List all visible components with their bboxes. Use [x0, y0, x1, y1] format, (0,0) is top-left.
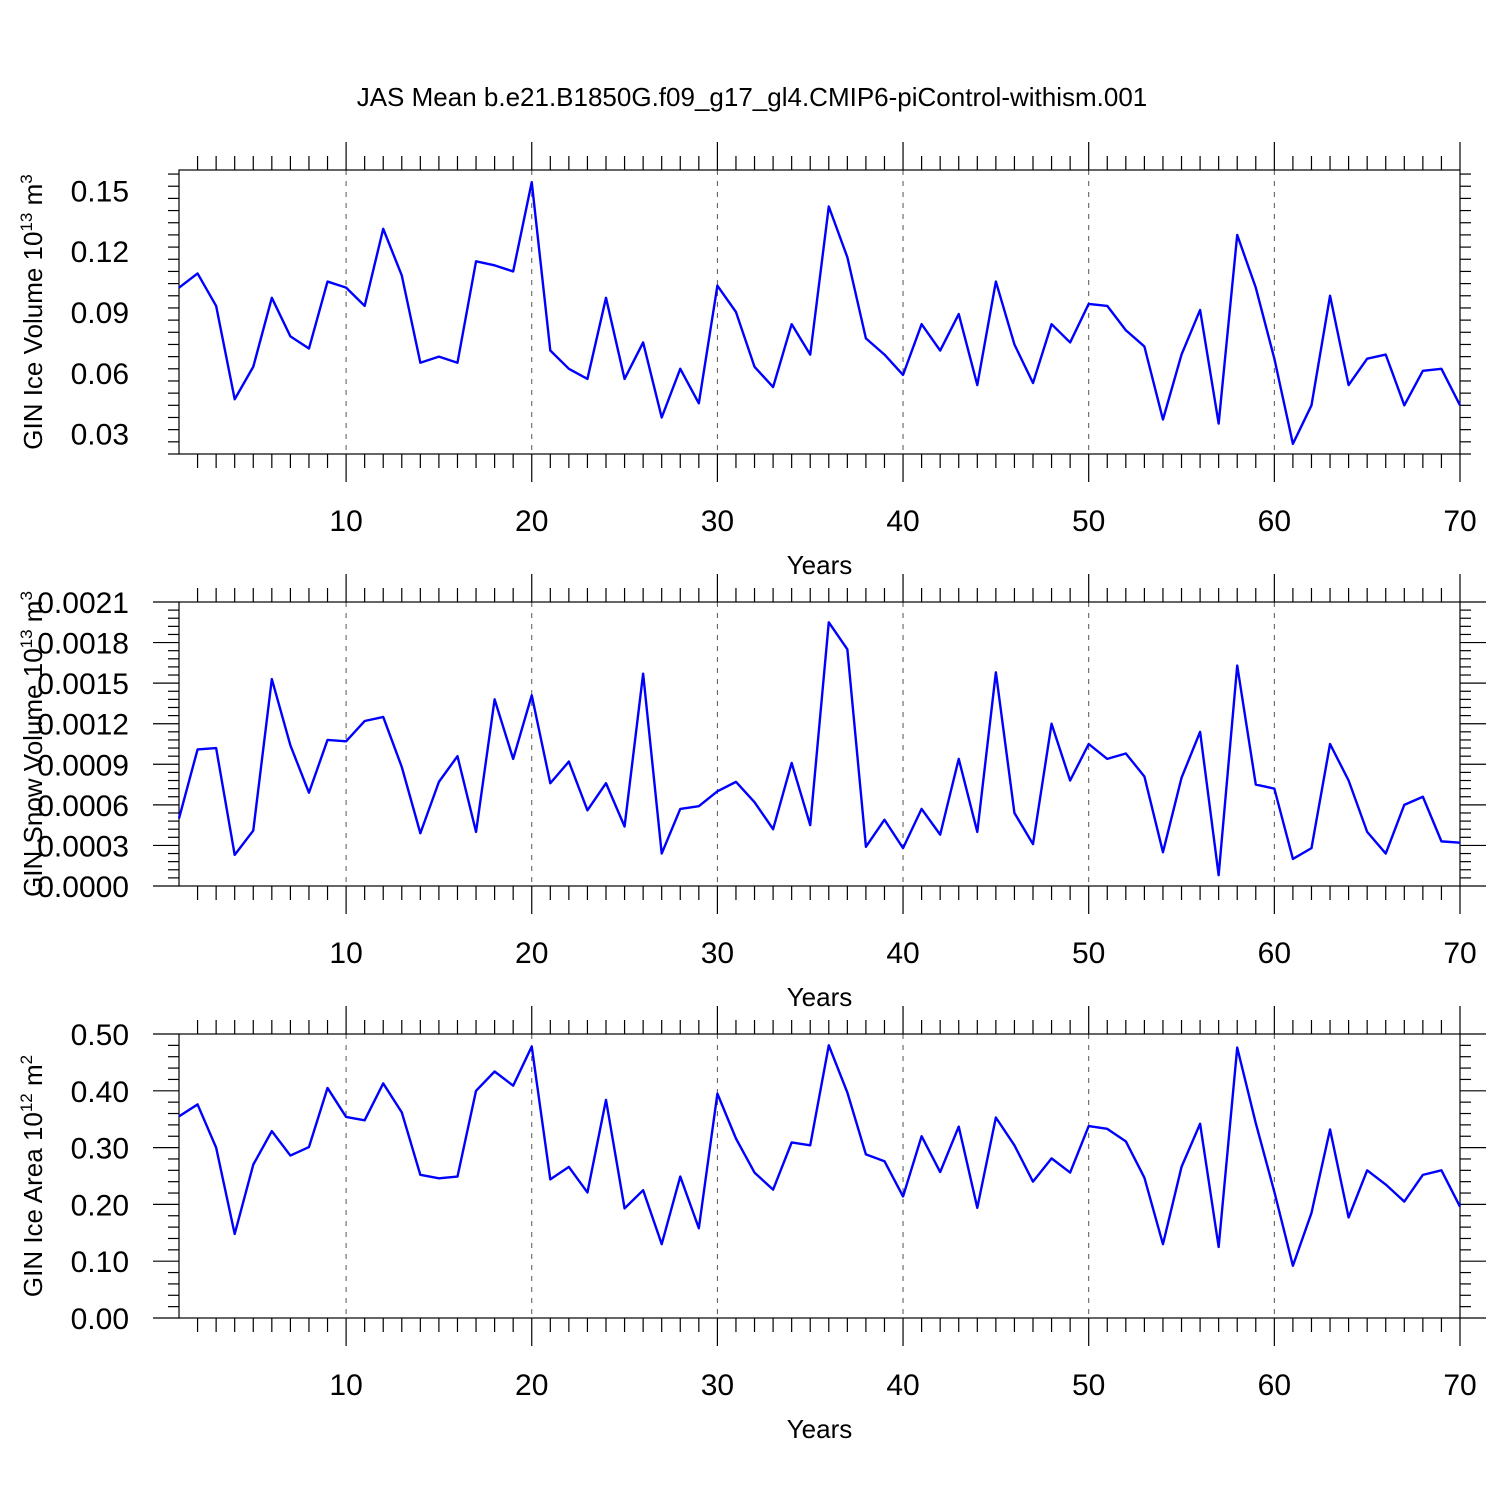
- y-axis-label-sup: 13: [17, 213, 36, 232]
- x-tick-label: 70: [1443, 937, 1476, 970]
- plot-border: [178, 169, 1461, 455]
- x-tick-label: 40: [886, 1369, 919, 1402]
- y-axis-label-part: m: [18, 184, 48, 213]
- y-axis-label-sup: 2: [17, 1055, 36, 1064]
- y-axis-label: GIN Ice Area 1012 m2: [17, 1055, 48, 1297]
- y-tick-label: 0.30: [71, 1133, 129, 1166]
- x-tick-label: 60: [1258, 937, 1291, 970]
- y-tick-label: 0.10: [71, 1246, 129, 1279]
- y-axis-label: GIN Ice Volume 1013 m3: [17, 174, 48, 450]
- y-tick-label: 0.0018: [37, 628, 129, 661]
- y-tick-label: 0.0009: [37, 749, 129, 782]
- y-tick-label: 0.40: [71, 1076, 129, 1109]
- y-axis-label-part: GIN Snow Volume 10: [18, 648, 48, 897]
- series-line: [178, 180, 1462, 446]
- y-axis-label-part: m: [18, 601, 48, 630]
- y-axis-label: GIN Snow Volume 1013 m3: [17, 591, 48, 897]
- y-tick-label: 0.0006: [37, 790, 129, 823]
- y-tick-label: 0.03: [71, 419, 129, 452]
- y-axis-label-part: GIN Ice Volume 10: [18, 232, 48, 450]
- chart-panel-1: 10 20 30 40 50 60 70 0.03 0.06 0.09 0.12 0.15 Years G…: [17, 142, 1477, 580]
- y-axis-label-part: m: [18, 1064, 48, 1093]
- x-tick-label: 40: [886, 505, 919, 538]
- y-tick-label: 0.0021: [37, 587, 129, 620]
- y-tick-label: 0.00: [71, 1303, 129, 1336]
- series-line: [178, 1044, 1462, 1267]
- chart-panel-3: 10 20 30 40 50 60 70 0.00 0.10 0.20 0.30 0.40 0.50 Ye…: [17, 1006, 1486, 1444]
- y-tick-label: 0.09: [71, 297, 129, 330]
- x-tick-label: 20: [515, 505, 548, 538]
- x-tick-label: 60: [1258, 1369, 1291, 1402]
- y-tick-label: 0.0012: [37, 709, 129, 742]
- x-tick-label: 70: [1443, 1369, 1476, 1402]
- y-tick-label: 0.0000: [37, 871, 129, 904]
- x-tick-label: 20: [515, 937, 548, 970]
- x-tick-label: 30: [701, 937, 734, 970]
- chart-panel-2: 10 20 30 40 50 60 70 0.0000 0.0003 0.0006 0.0009 0.…: [17, 574, 1486, 1012]
- x-tick-label: 50: [1072, 937, 1105, 970]
- y-tick-label: 0.06: [71, 358, 129, 391]
- x-axis-label: Years: [787, 1414, 853, 1444]
- y-axis-label-sup: 3: [17, 591, 36, 600]
- series-line: [177, 621, 1461, 877]
- y-tick-label: 0.12: [71, 236, 129, 269]
- plot-border: [178, 601, 1461, 887]
- plot-border: [178, 1033, 1461, 1319]
- y-tick-label: 0.50: [71, 1019, 129, 1052]
- x-tick-label: 40: [886, 937, 919, 970]
- y-axis-label-part: GIN Ice Area 10: [18, 1112, 48, 1297]
- y-tick-label: 0.0015: [37, 668, 129, 701]
- chart-title: JAS Mean b.e21.B1850G.f09_g17_gl4.CMIP6-…: [357, 82, 1148, 112]
- x-tick-label: 30: [701, 1369, 734, 1402]
- y-axis-label-sup: 13: [17, 629, 36, 648]
- x-tick-label: 10: [329, 937, 362, 970]
- y-tick-label: 0.0003: [37, 830, 129, 863]
- x-tick-label: 30: [701, 505, 734, 538]
- y-axis-label-sup: 12: [17, 1093, 36, 1112]
- x-axis-label: Years: [787, 550, 853, 580]
- x-tick-label: 60: [1258, 505, 1291, 538]
- y-axis-label-sup: 3: [17, 174, 36, 183]
- y-tick-label: 0.20: [71, 1189, 129, 1222]
- x-tick-label: 50: [1072, 1369, 1105, 1402]
- panels: 10 20 30 40 50 60 70 0.03 0.06 0.09 0.12 0.15 Years G…: [17, 142, 1486, 1444]
- x-tick-label: 10: [329, 1369, 362, 1402]
- x-tick-label: 70: [1443, 505, 1476, 538]
- y-tick-label: 0.15: [71, 175, 129, 208]
- x-tick-label: 50: [1072, 505, 1105, 538]
- x-tick-label: 20: [515, 1369, 548, 1402]
- x-axis-label: Years: [787, 982, 853, 1012]
- x-tick-label: 10: [329, 505, 362, 538]
